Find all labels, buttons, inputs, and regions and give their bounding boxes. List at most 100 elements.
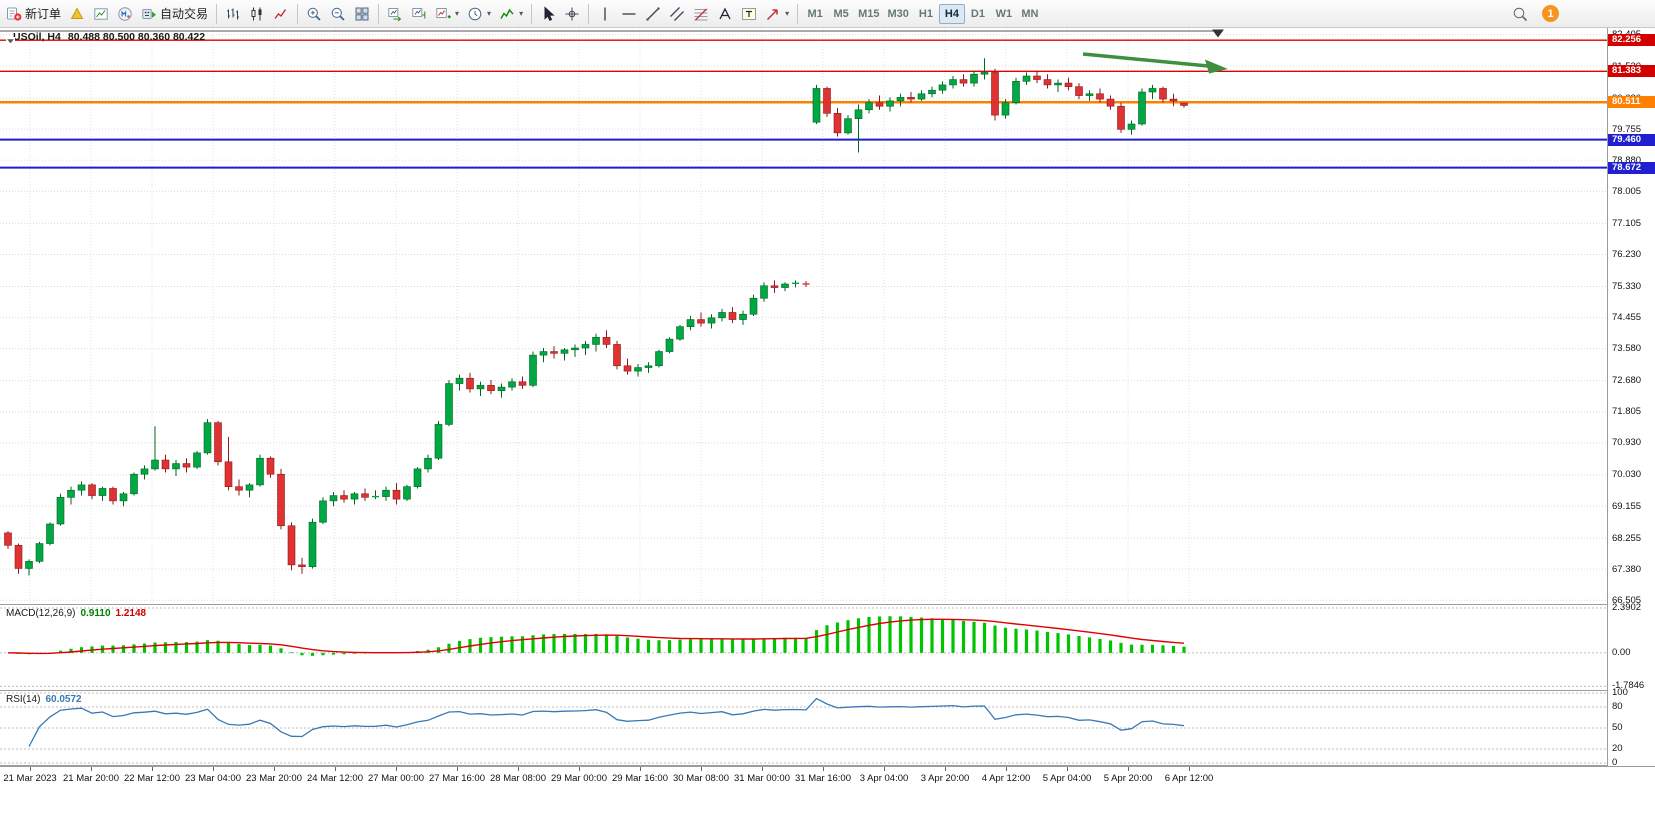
price-axis-label: 78.005	[1612, 185, 1642, 197]
chart-shift-icon	[411, 6, 427, 22]
timeframe-w1[interactable]: W1	[995, 7, 1013, 20]
price-axis[interactable]: 82.40581.53080.63079.75578.88078.00577.1…	[1607, 28, 1655, 766]
indicators-list-button[interactable]: ▾	[495, 3, 527, 25]
resistance-line-upper-price-badge: 82.256	[1608, 34, 1655, 47]
price-axis-label: 79.755	[1612, 123, 1642, 135]
time-axis-label: 6 Apr 12:00	[1164, 773, 1214, 784]
time-axis[interactable]: 21 Mar 2023 21 Mar 20:00 22 Mar 12:00 23 Ma…	[0, 766, 1655, 786]
rsi-panel-divider[interactable]	[0, 690, 1655, 691]
search-button[interactable]	[1508, 3, 1532, 25]
line-chart-mode-button[interactable]	[269, 3, 293, 25]
green-arrow-annotation[interactable]	[1082, 52, 1228, 74]
indicators-list-icon	[499, 6, 515, 22]
price-axis-label: 74.455	[1612, 312, 1642, 324]
bar-chart-mode-button[interactable]	[221, 3, 245, 25]
toolbar-separator	[297, 3, 299, 24]
cursor-button[interactable]	[536, 3, 560, 25]
autotrading-button[interactable]: 自动交易	[137, 3, 212, 25]
rsi-value: 60.0572	[45, 694, 82, 705]
time-axis-tick	[213, 767, 214, 771]
price-axis-label: 75.330	[1612, 280, 1642, 292]
new-chart-icon	[435, 6, 451, 22]
macd-panel-divider[interactable]	[0, 604, 1655, 605]
macd-signal-value: 1.2148	[115, 608, 147, 619]
time-axis-tick	[335, 767, 336, 771]
text-tool-button[interactable]	[713, 3, 737, 25]
price-axis-label: 73.580	[1612, 343, 1642, 355]
rsi-panel[interactable]	[0, 691, 1607, 765]
price-axis-label: 68.255	[1612, 532, 1642, 544]
timeframe-d1[interactable]: D1	[970, 7, 985, 20]
chart-shift-button[interactable]	[407, 3, 431, 25]
autotrading-label: 自动交易	[160, 7, 209, 21]
candlestick-series	[4, 58, 1188, 576]
macd-panel[interactable]	[0, 605, 1607, 690]
time-axis-tick	[396, 767, 397, 771]
zoom-out-icon	[330, 6, 346, 22]
periods-icon	[467, 6, 483, 22]
chart-shift-marker-icon[interactable]	[1212, 29, 1224, 38]
zoom-out-button[interactable]	[326, 3, 350, 25]
periods-caret-icon: ▾	[487, 9, 492, 18]
time-axis-tick	[152, 767, 153, 771]
tile-windows-button[interactable]	[350, 3, 374, 25]
candlestick-mode-button[interactable]	[245, 3, 269, 25]
time-axis-tick	[1067, 767, 1068, 771]
main-price-chart[interactable]	[0, 28, 1607, 604]
support-line-upper-price-badge: 79.460	[1608, 133, 1655, 146]
timeframe-m5[interactable]: M5	[833, 7, 849, 20]
arrows-tool-icon	[765, 6, 781, 22]
rsi-name: RSI(14)	[6, 694, 41, 705]
time-axis-label: 3 Apr 04:00	[859, 773, 909, 784]
time-axis-tick	[457, 767, 458, 771]
current-level-line-price-badge: 80.511	[1608, 96, 1655, 109]
timeframe-m30[interactable]: M30	[887, 7, 909, 20]
timeframe-mn[interactable]: MN	[1021, 7, 1039, 20]
time-axis-label: 30 Mar 08:00	[673, 773, 729, 784]
timeframe-h1[interactable]: H1	[918, 7, 933, 20]
price-axis-label: 77.105	[1612, 217, 1642, 229]
new-chart-button[interactable]: ▾	[431, 3, 463, 25]
macd-main-value: 0.9110	[80, 608, 111, 619]
fibonacci-tool-button[interactable]	[689, 3, 713, 25]
mql5-community-button[interactable]	[113, 3, 137, 25]
notification-badge[interactable]: 1	[1542, 5, 1559, 22]
time-axis-tick	[518, 767, 519, 771]
timeframe-m1[interactable]: M1	[807, 7, 823, 20]
rsi-axis-label: 50	[1612, 722, 1623, 733]
macd-name: MACD(12,26,9)	[6, 608, 76, 619]
horizontal-line-tool-button[interactable]	[617, 3, 641, 25]
support-line-lower-price-badge: 78.672	[1608, 161, 1655, 174]
periods-button[interactable]: ▾	[463, 3, 495, 25]
timeframe-h4[interactable]: H4	[938, 3, 965, 24]
toolbar-separator	[588, 3, 590, 24]
vertical-line-tool-button[interactable]	[593, 3, 617, 25]
channel-tool-button[interactable]	[665, 3, 689, 25]
chart-ohlc-values: 80.488 80.500 80.360 80.422	[67, 31, 206, 43]
trendline-tool-button[interactable]	[641, 3, 665, 25]
macd-signal-line	[7, 618, 1185, 655]
market-watch-button[interactable]	[89, 3, 113, 25]
auto-scroll-button[interactable]	[383, 3, 407, 25]
auto-scroll-icon	[387, 6, 403, 22]
arrows-tool-button[interactable]: ▾	[761, 3, 793, 25]
new-order-icon	[6, 6, 22, 22]
zoom-in-button[interactable]	[302, 3, 326, 25]
time-axis-tick	[640, 767, 641, 771]
time-axis-tick	[274, 767, 275, 771]
timeframe-m15[interactable]: M15	[858, 7, 880, 20]
new-order-button[interactable]: 新订单	[2, 3, 65, 25]
time-axis-tick	[579, 767, 580, 771]
time-axis-label: 27 Mar 00:00	[368, 773, 424, 784]
text-label-tool-button[interactable]	[737, 3, 761, 25]
metaeditor-button[interactable]	[65, 3, 89, 25]
time-axis-label: 5 Apr 20:00	[1103, 773, 1153, 784]
text-label-tool-icon	[741, 6, 757, 22]
crosshair-button[interactable]	[560, 3, 584, 25]
new-chart-caret-icon: ▾	[455, 9, 460, 18]
time-axis-tick	[884, 767, 885, 771]
fibonacci-tool-icon	[693, 6, 709, 22]
macd-axis-label: 0.00	[1612, 646, 1631, 658]
time-axis-tick	[1128, 767, 1129, 771]
